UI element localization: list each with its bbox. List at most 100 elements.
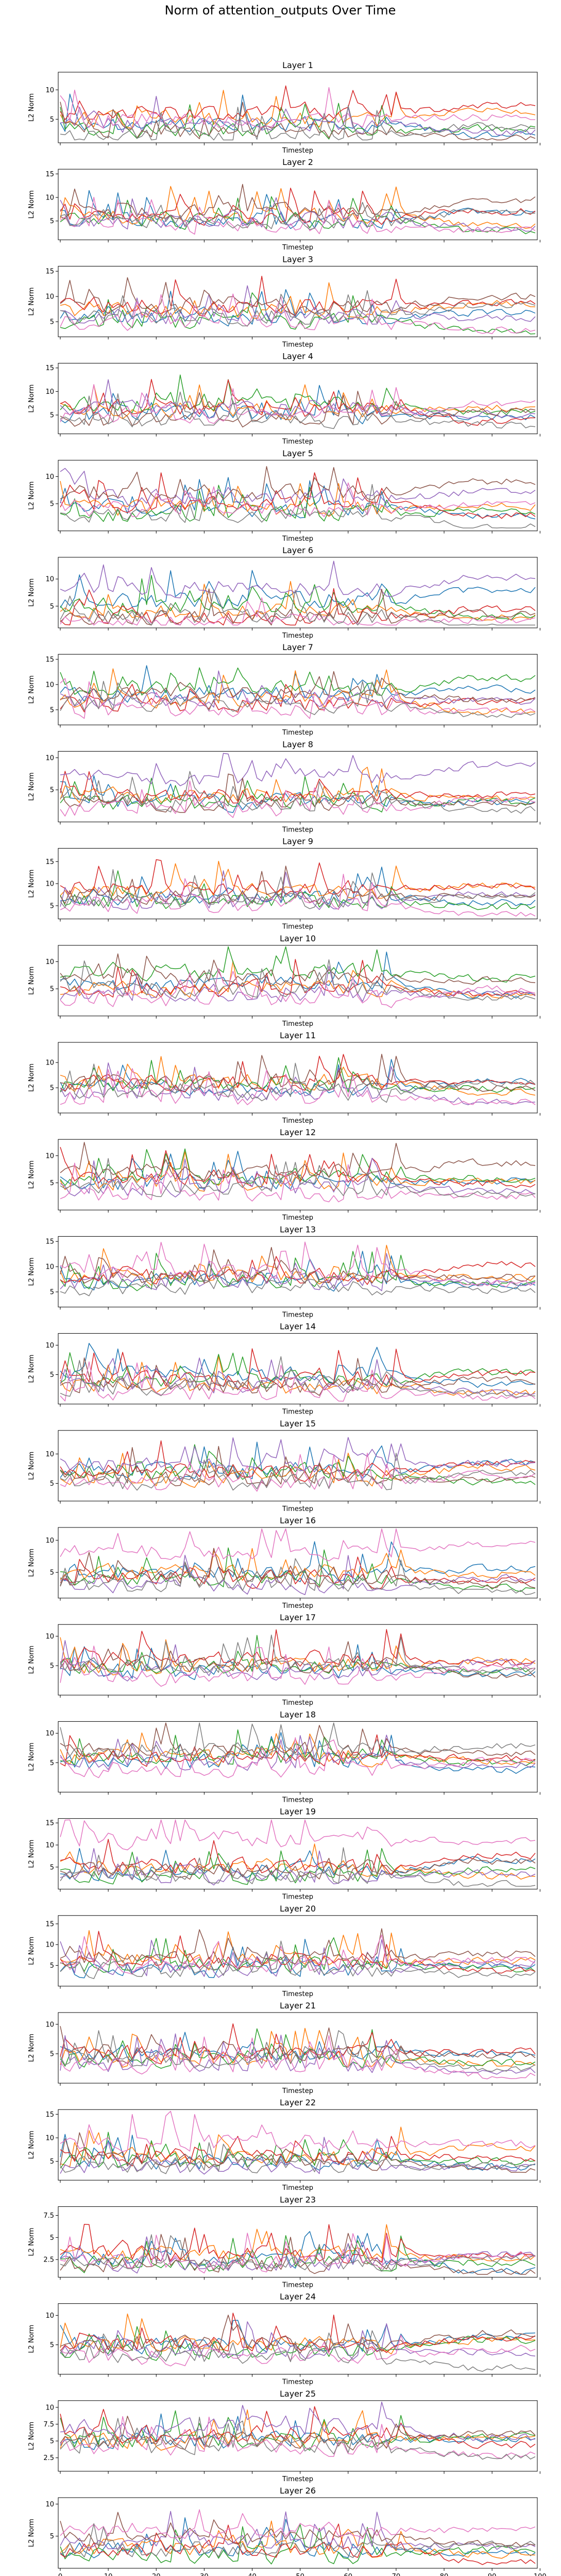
x-axis-label: Timestep bbox=[282, 1408, 313, 1416]
y-axis-label: L2 Norm bbox=[28, 93, 36, 122]
y-tick-label: 5 bbox=[50, 1759, 54, 1767]
series-lines bbox=[60, 2401, 536, 2460]
series-line bbox=[60, 2224, 536, 2264]
series-line bbox=[60, 1356, 536, 1398]
y-tick-label: 15 bbox=[45, 858, 54, 866]
y-tick-label: 5 bbox=[50, 1179, 54, 1187]
axes-frame bbox=[58, 2497, 538, 2569]
axes-frame bbox=[58, 2303, 538, 2375]
subplot-title: Layer 1 bbox=[282, 60, 313, 70]
y-axis-label: L2 Norm bbox=[28, 481, 36, 510]
y-axis-label: L2 Norm bbox=[28, 772, 36, 801]
series-line bbox=[60, 560, 536, 599]
series-line bbox=[60, 1528, 536, 1561]
y-tick-label: 5 bbox=[50, 1289, 54, 1297]
series-line bbox=[60, 2524, 536, 2565]
y-axis-label: L2 Norm bbox=[28, 2325, 36, 2353]
subplot-layer-23: Layer 23 2.5 5 7.5 L2 Norm Timestep bbox=[28, 2195, 540, 2289]
y-axis-label: L2 Norm bbox=[28, 1742, 36, 1771]
series-line bbox=[60, 289, 536, 327]
series-line bbox=[60, 379, 536, 419]
series-line bbox=[60, 1548, 536, 1581]
x-axis-label: Timestep bbox=[282, 244, 313, 252]
subplot-title: Layer 24 bbox=[280, 2292, 316, 2302]
y-tick-label: 10 bbox=[45, 958, 54, 966]
series-line bbox=[60, 1151, 536, 1192]
series-lines bbox=[60, 1722, 536, 1779]
y-axis-label: L2 Norm bbox=[28, 1840, 36, 1868]
series-line bbox=[60, 968, 536, 1008]
series-line bbox=[60, 1453, 536, 1491]
series-line bbox=[60, 1062, 536, 1103]
y-tick-label: 5 bbox=[50, 1371, 54, 1379]
subplot-title: Layer 10 bbox=[280, 934, 316, 943]
series-line bbox=[60, 869, 536, 909]
series-line bbox=[60, 2417, 536, 2460]
subplot-layer-9: Layer 9 5 10 15 L2 Norm Timestep bbox=[28, 837, 540, 931]
axes-frame bbox=[58, 2206, 538, 2278]
series-line bbox=[60, 1839, 536, 1875]
y-tick-label: 7.5 bbox=[43, 2212, 54, 2220]
subplot-title: Layer 2 bbox=[282, 157, 313, 167]
series-line bbox=[60, 1453, 536, 1492]
y-tick-label: 10 bbox=[45, 473, 54, 481]
y-tick-label: 10 bbox=[45, 1841, 54, 1849]
series-line bbox=[60, 2027, 536, 2068]
x-axis-label: Timestep bbox=[282, 341, 313, 348]
axes-frame bbox=[58, 751, 538, 822]
y-tick-label: 15 bbox=[45, 268, 54, 276]
subplot-title: Layer 22 bbox=[280, 2098, 316, 2107]
y-axis-label: L2 Norm bbox=[28, 870, 36, 898]
y-axis-label: L2 Norm bbox=[28, 2519, 36, 2547]
y-tick-label: 10 bbox=[45, 880, 54, 888]
series-lines bbox=[60, 1528, 536, 1596]
series-line bbox=[60, 1940, 536, 1979]
series-line bbox=[60, 1251, 536, 1291]
series-line bbox=[60, 1634, 536, 1674]
subplot-title: Layer 21 bbox=[280, 2001, 316, 2010]
y-tick-label: 2.5 bbox=[43, 2256, 54, 2264]
subplot-layer-2: Layer 2 5 10 15 L2 Norm Timestep bbox=[28, 157, 540, 252]
y-tick-label: 10 bbox=[45, 2135, 54, 2142]
y-axis-label: L2 Norm bbox=[28, 2228, 36, 2256]
series-line bbox=[60, 953, 536, 986]
figure-title: Norm of attention_outputs Over Time bbox=[165, 3, 396, 18]
series-line bbox=[60, 2517, 536, 2558]
subplot-title: Layer 3 bbox=[282, 254, 313, 264]
x-axis-label: Timestep bbox=[282, 1214, 313, 1222]
series-line bbox=[60, 379, 535, 426]
series-line bbox=[60, 2523, 536, 2565]
axes-frame bbox=[58, 557, 538, 628]
x-tick-label: 90 bbox=[488, 2573, 497, 2576]
x-axis-label: Timestep bbox=[282, 2184, 313, 2192]
series-line bbox=[60, 1357, 536, 1396]
series-line bbox=[60, 2509, 536, 2539]
series-line bbox=[60, 96, 536, 136]
series-line bbox=[60, 1635, 536, 1674]
x-tick-label: 80 bbox=[440, 2573, 449, 2576]
y-axis-label: L2 Norm bbox=[28, 1063, 36, 1092]
y-tick-label: 10 bbox=[45, 1537, 54, 1544]
subplot-title: Layer 4 bbox=[282, 352, 313, 361]
series-line bbox=[60, 2313, 536, 2353]
subplot-layer-22: Layer 22 5 10 15 L2 Norm Timestep bbox=[28, 2098, 540, 2192]
y-tick-label: 5 bbox=[50, 116, 54, 124]
series-line bbox=[60, 1939, 536, 1978]
series-line bbox=[60, 2028, 536, 2069]
series-lines bbox=[60, 466, 536, 529]
y-tick-label: 10 bbox=[45, 576, 54, 584]
series-line bbox=[60, 2136, 536, 2167]
series-lines bbox=[60, 2224, 536, 2275]
y-tick-label: 5 bbox=[50, 412, 54, 420]
series-lines bbox=[60, 2313, 536, 2372]
axes-frame bbox=[58, 1721, 538, 1792]
y-axis-label: L2 Norm bbox=[28, 1257, 36, 1286]
series-line bbox=[60, 290, 536, 327]
axes-frame bbox=[58, 460, 538, 531]
subplot-title: Layer 9 bbox=[282, 837, 313, 846]
x-tick-label: 30 bbox=[200, 2573, 209, 2576]
series-lines bbox=[60, 85, 536, 141]
series-line bbox=[60, 946, 536, 983]
subplot-layer-14: Layer 14 5 10 L2 Norm Timestep bbox=[28, 1322, 540, 1416]
y-tick-label: 5 bbox=[50, 1085, 54, 1092]
